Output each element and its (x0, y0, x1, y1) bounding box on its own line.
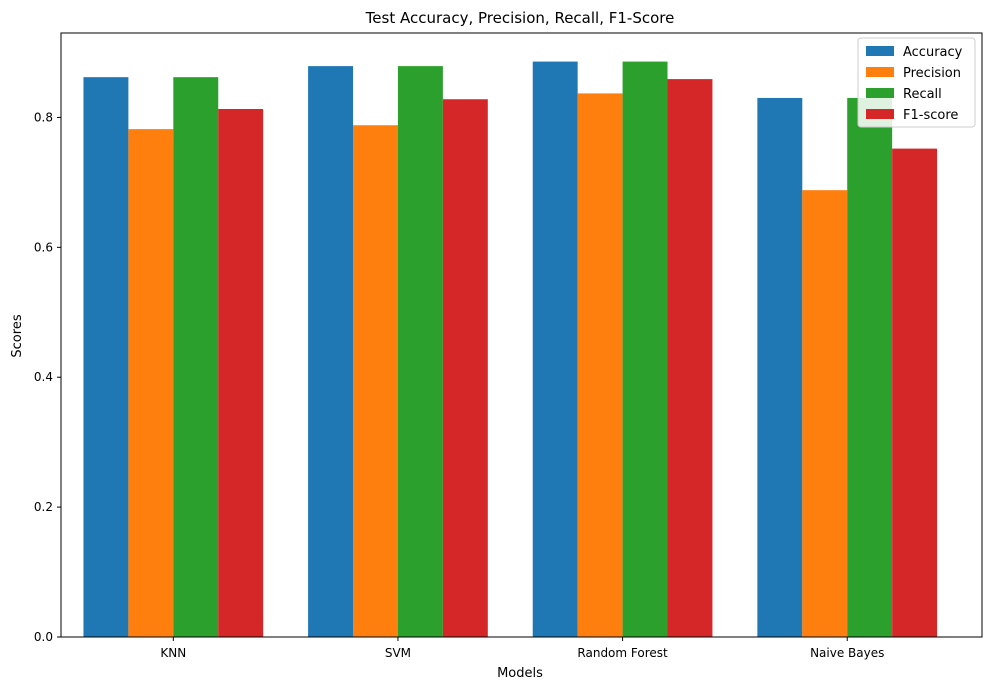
y-tick-label: 0.8 (34, 110, 53, 124)
legend-swatch (866, 67, 894, 77)
bar-accuracy-random-forest (532, 61, 578, 637)
bar-f1-score-svm (442, 99, 488, 637)
bar-recall-naive-bayes (847, 97, 893, 638)
y-tick-label: 0.6 (34, 240, 53, 254)
bar-f1-score-knn (218, 108, 264, 637)
legend-label: Recall (903, 87, 942, 102)
legend-box (857, 37, 976, 128)
bar-accuracy-knn (83, 77, 129, 637)
legend: Accuracy Precision Recall F1-score (857, 37, 976, 128)
bar-accuracy-svm (308, 66, 354, 638)
bar-precision-naive-bayes (802, 190, 848, 637)
legend-swatch (866, 109, 894, 119)
bar-recall-svm (397, 66, 443, 638)
bar-recall-knn (173, 77, 219, 637)
bars-group (83, 61, 938, 638)
x-tick-label: KNN (160, 646, 186, 660)
bar-precision-random-forest (577, 93, 623, 637)
legend-label: Precision (903, 66, 961, 81)
bar-recall-random-forest (622, 61, 668, 637)
bar-precision-svm (353, 125, 398, 637)
y-tick-label: 0.4 (34, 370, 53, 384)
x-tick-label: Naive Bayes (810, 646, 884, 660)
legend-swatch (866, 88, 894, 98)
x-axis-ticks: KNN SVM Random Forest Naive Bayes (160, 637, 884, 660)
y-axis-ticks: 0.0 0.2 0.4 0.6 0.8 (34, 110, 61, 644)
x-tick-label: SVM (385, 646, 411, 660)
bar-precision-knn (128, 129, 174, 638)
legend-label: F1-score (903, 108, 958, 123)
plot-area-frame (60, 32, 983, 638)
bar-accuracy-naive-bayes (757, 97, 803, 638)
y-tick-label: 0.2 (34, 500, 53, 514)
y-tick-label: 0.0 (34, 630, 53, 644)
x-tick-label: Random Forest (577, 646, 668, 660)
legend-label: Accuracy (903, 45, 963, 60)
x-axis-label: Models (497, 666, 543, 681)
bar-f1-score-random-forest (667, 79, 713, 638)
y-axis-label: Scores (10, 314, 25, 357)
chart-title: Test Accuracy, Precision, Recall, F1-Sco… (365, 9, 675, 27)
legend-swatch (866, 46, 894, 56)
bar-f1-score-naive-bayes (892, 148, 938, 637)
